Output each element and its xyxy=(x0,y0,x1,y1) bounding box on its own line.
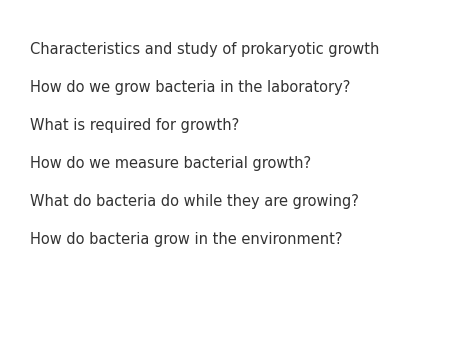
Text: How do we measure bacterial growth?: How do we measure bacterial growth? xyxy=(30,156,311,171)
Text: How do we grow bacteria in the laboratory?: How do we grow bacteria in the laborator… xyxy=(30,80,351,95)
Text: What do bacteria do while they are growing?: What do bacteria do while they are growi… xyxy=(30,194,359,209)
Text: Characteristics and study of prokaryotic growth: Characteristics and study of prokaryotic… xyxy=(30,42,379,57)
Text: How do bacteria grow in the environment?: How do bacteria grow in the environment? xyxy=(30,232,342,247)
Text: What is required for growth?: What is required for growth? xyxy=(30,118,239,133)
